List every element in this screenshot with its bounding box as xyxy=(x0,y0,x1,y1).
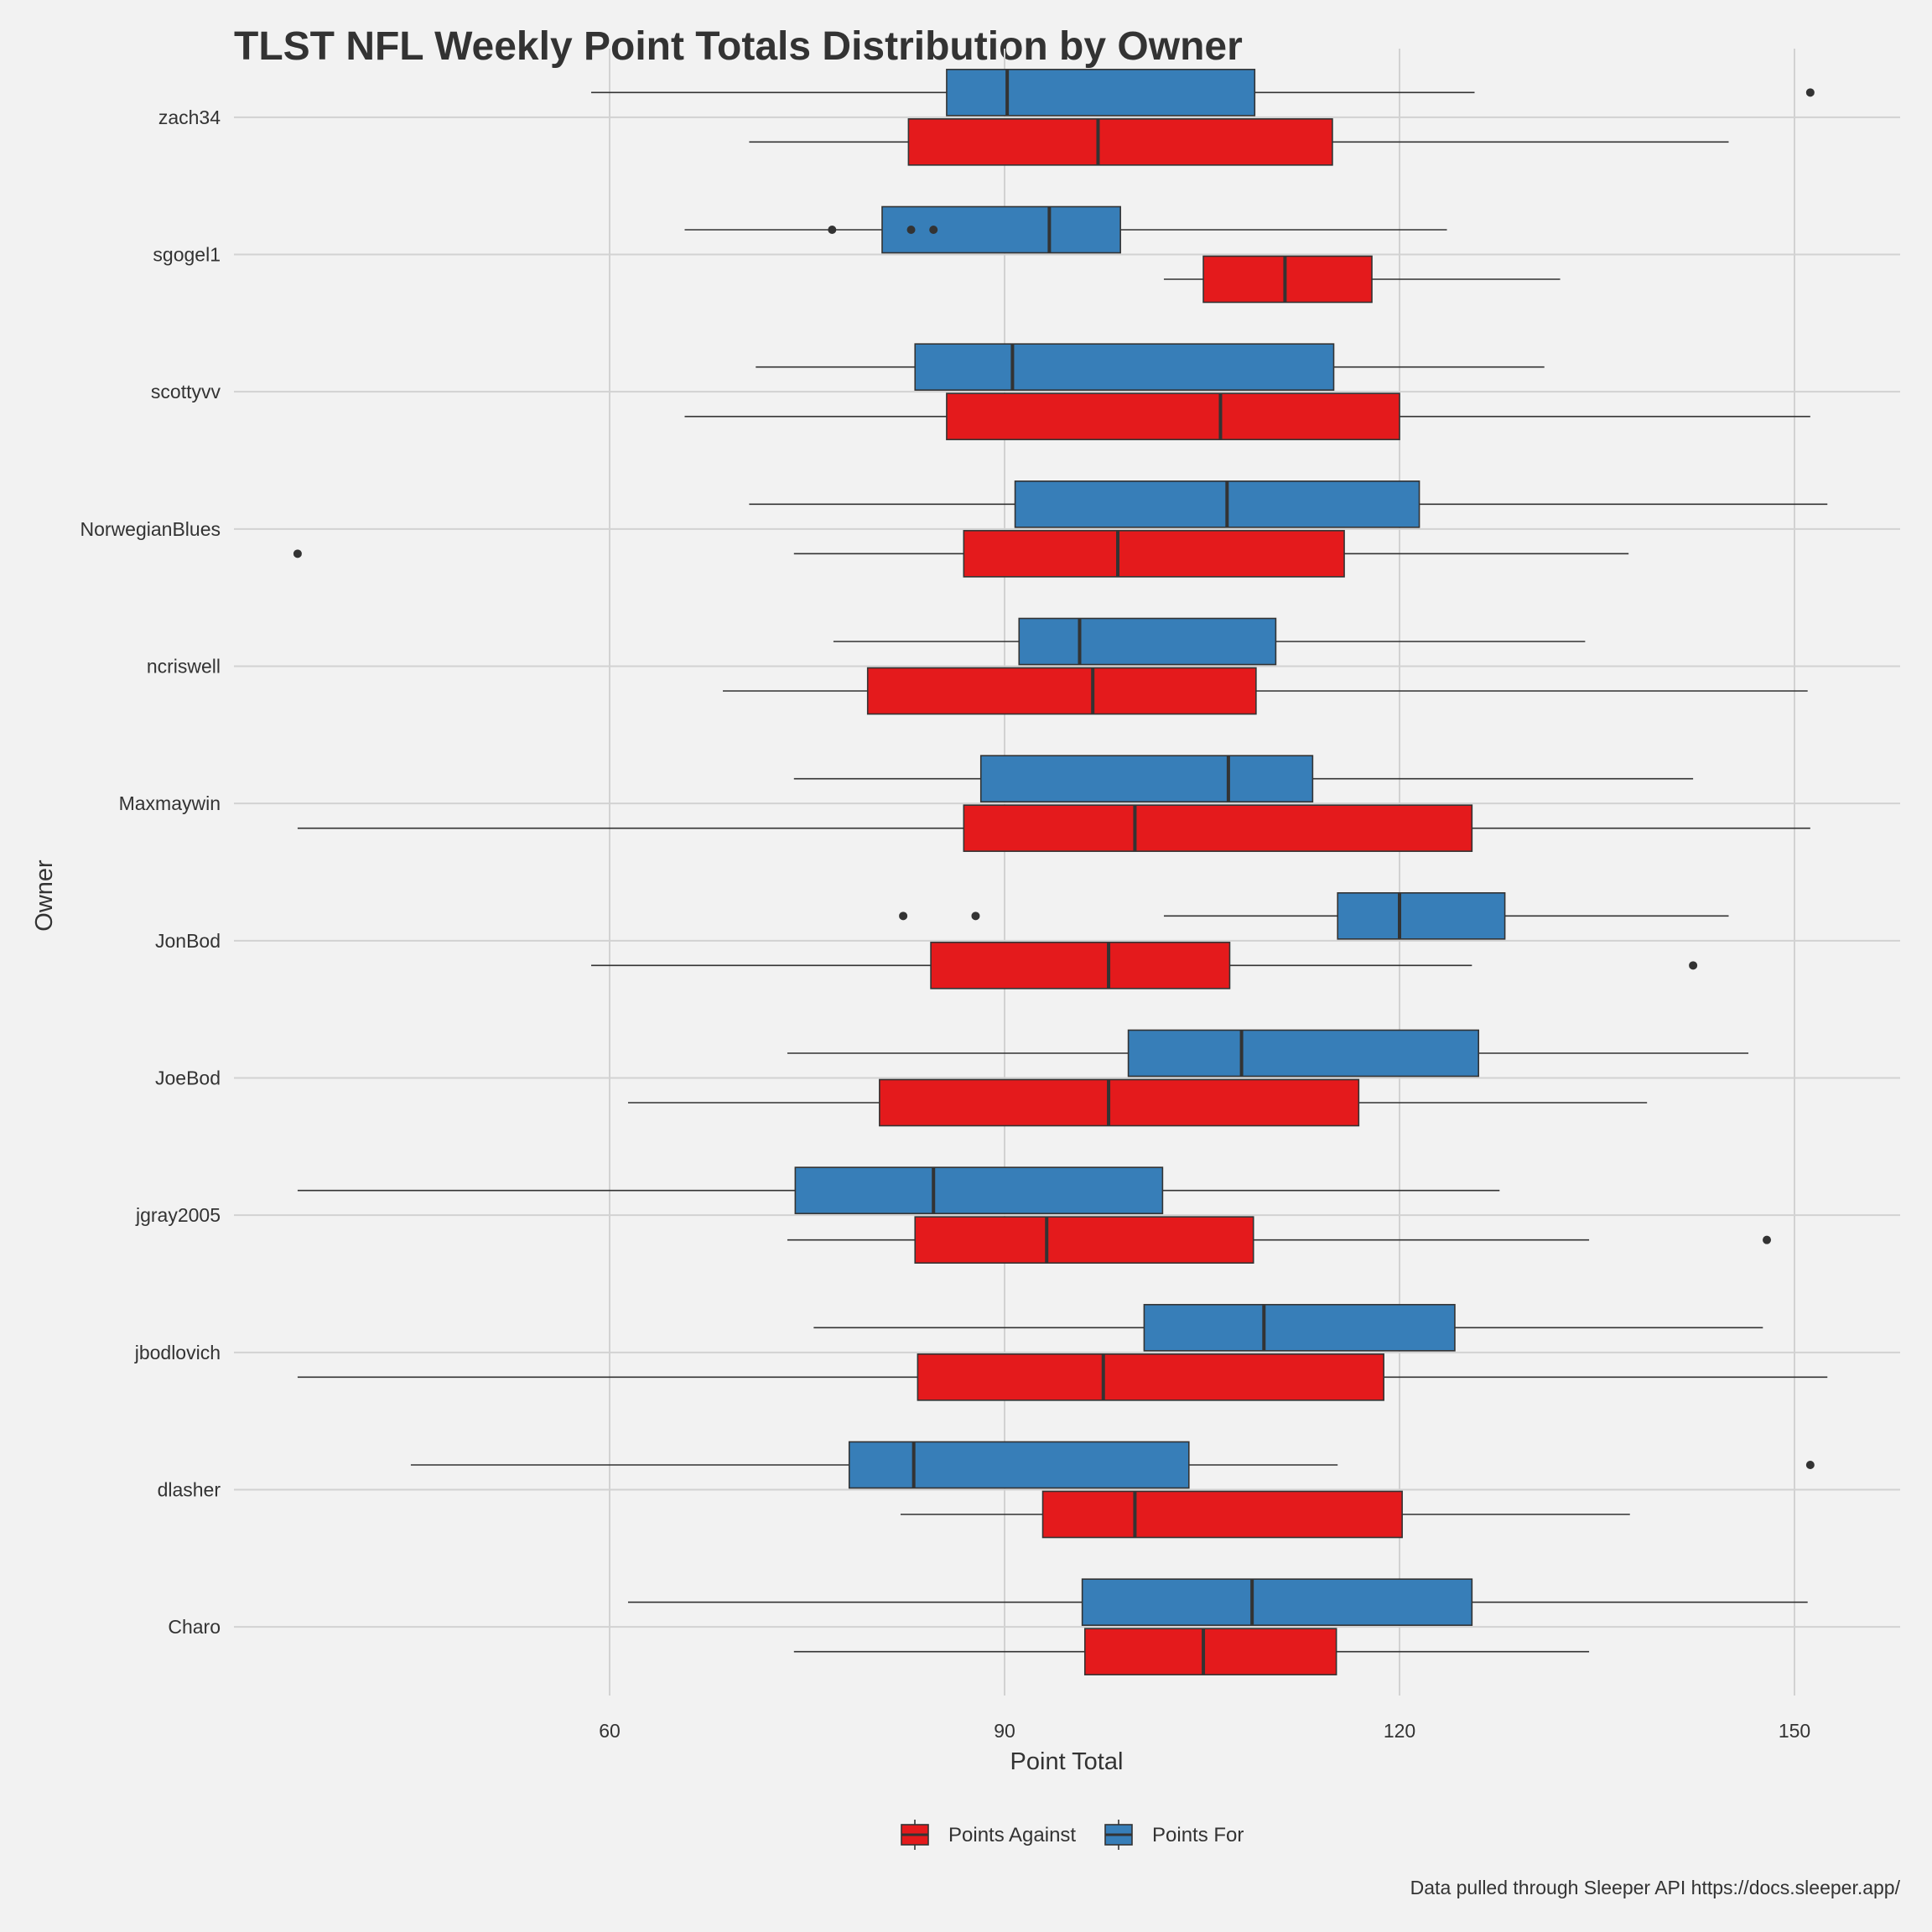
iqr-box xyxy=(963,804,1473,852)
box-dlasher-points-for xyxy=(410,1441,1815,1489)
legend-label: Points For xyxy=(1152,1824,1244,1846)
iqr-box xyxy=(946,392,1400,440)
x-tick-label: 120 xyxy=(1384,1720,1415,1742)
iqr-box xyxy=(946,69,1256,117)
box-JonBod-points-against xyxy=(591,942,1698,989)
y-tick-label: zach34 xyxy=(158,106,221,128)
x-axis-title: Point Total xyxy=(1010,1748,1124,1775)
box-dlasher-points-against xyxy=(900,1490,1630,1539)
legend-item-points-for: Points For xyxy=(1104,1820,1244,1850)
box-jbodlovich-points-for xyxy=(813,1304,1763,1352)
outlier-point xyxy=(971,911,980,921)
y-axis: Charo dlasher jbodlovich jgray2005 JoeBod Jon… xyxy=(80,106,221,1638)
iqr-box xyxy=(1018,617,1277,666)
box-JonBod-points-for xyxy=(899,892,1729,940)
iqr-box xyxy=(879,1078,1360,1127)
iqr-box xyxy=(1014,480,1420,528)
outlier-point xyxy=(1763,1235,1772,1244)
y-tick-label: dlasher xyxy=(158,1479,221,1501)
legend-item-points-against: Points Against xyxy=(901,1820,1076,1850)
iqr-box xyxy=(866,667,1257,715)
x-tick-label: 150 xyxy=(1779,1720,1810,1742)
iqr-box xyxy=(1127,1029,1479,1078)
box-Maxmaywin-points-for xyxy=(793,755,1694,802)
iqr-box xyxy=(794,1166,1164,1214)
box-jgray2005-points-against xyxy=(787,1216,1772,1264)
x-tick-label: 90 xyxy=(994,1720,1015,1742)
outlier-point xyxy=(1689,961,1698,970)
box-scottyvv-points-against xyxy=(684,392,1810,440)
iqr-box xyxy=(1337,892,1506,940)
iqr-box xyxy=(917,1353,1384,1401)
iqr-box xyxy=(1143,1304,1456,1352)
box-sgogel1-points-against xyxy=(1163,255,1561,304)
y-tick-label: JonBod xyxy=(155,930,221,952)
outlier-point xyxy=(1805,88,1815,97)
iqr-box xyxy=(963,530,1345,578)
outlier-point xyxy=(906,226,916,234)
outlier-point xyxy=(899,911,908,921)
box-Charo-points-for xyxy=(627,1578,1808,1626)
box-scottyvv-points-for xyxy=(756,343,1545,391)
y-tick-label: JoeBod xyxy=(155,1067,221,1089)
box-jgray2005-points-for xyxy=(297,1166,1500,1214)
iqr-box xyxy=(914,343,1335,391)
y-tick-label: ncriswell xyxy=(147,656,221,678)
iqr-box xyxy=(1041,1490,1403,1539)
grid-lines xyxy=(234,49,1900,1696)
y-tick-label: sgogel1 xyxy=(153,244,221,266)
x-axis: 60 90 120 150 xyxy=(599,1720,1810,1742)
box-Charo-points-against xyxy=(793,1628,1590,1675)
y-tick-label: Maxmaywin xyxy=(119,792,221,814)
box-ncriswell-points-against xyxy=(723,667,1808,715)
x-tick-label: 60 xyxy=(599,1720,621,1742)
box-NorwegianBlues-points-for xyxy=(749,480,1828,528)
box-plots xyxy=(293,69,1828,1675)
iqr-box xyxy=(1083,1628,1337,1675)
iqr-box xyxy=(1081,1578,1473,1626)
y-tick-label: Charo xyxy=(168,1616,221,1638)
y-tick-label: jbodlovich xyxy=(134,1342,221,1363)
outlier-point xyxy=(1805,1461,1815,1469)
box-sgogel1-points-for xyxy=(684,205,1447,254)
iqr-box xyxy=(1202,255,1373,304)
legend: Points Against Points For xyxy=(901,1820,1244,1850)
y-axis-title: Owner xyxy=(31,860,58,932)
box-JoeBod-points-for xyxy=(787,1029,1749,1078)
box-Maxmaywin-points-against xyxy=(297,804,1810,852)
box-NorwegianBlues-points-against xyxy=(293,530,1629,578)
y-tick-label: scottyvv xyxy=(151,381,221,402)
box-zach34-points-for xyxy=(591,69,1815,117)
iqr-box xyxy=(848,1441,1190,1489)
chart-caption: Data pulled through Sleeper API https://… xyxy=(1410,1877,1900,1898)
chart-title: TLST NFL Weekly Point Totals Distributio… xyxy=(234,24,1243,69)
box-zach34-points-against xyxy=(749,118,1729,166)
box-jbodlovich-points-against xyxy=(297,1353,1828,1401)
legend-label: Points Against xyxy=(948,1824,1076,1846)
iqr-box xyxy=(930,942,1231,989)
y-tick-label: jgray2005 xyxy=(135,1204,221,1226)
iqr-box xyxy=(914,1216,1254,1264)
y-tick-label: NorwegianBlues xyxy=(80,518,221,540)
iqr-box xyxy=(907,118,1333,166)
box-ncriswell-points-for xyxy=(833,617,1586,666)
outlier-point xyxy=(828,226,837,234)
outlier-point xyxy=(929,226,938,234)
box-JoeBod-points-against xyxy=(627,1078,1648,1127)
iqr-box xyxy=(881,205,1121,254)
outlier-point xyxy=(293,549,302,558)
iqr-box xyxy=(979,755,1314,802)
